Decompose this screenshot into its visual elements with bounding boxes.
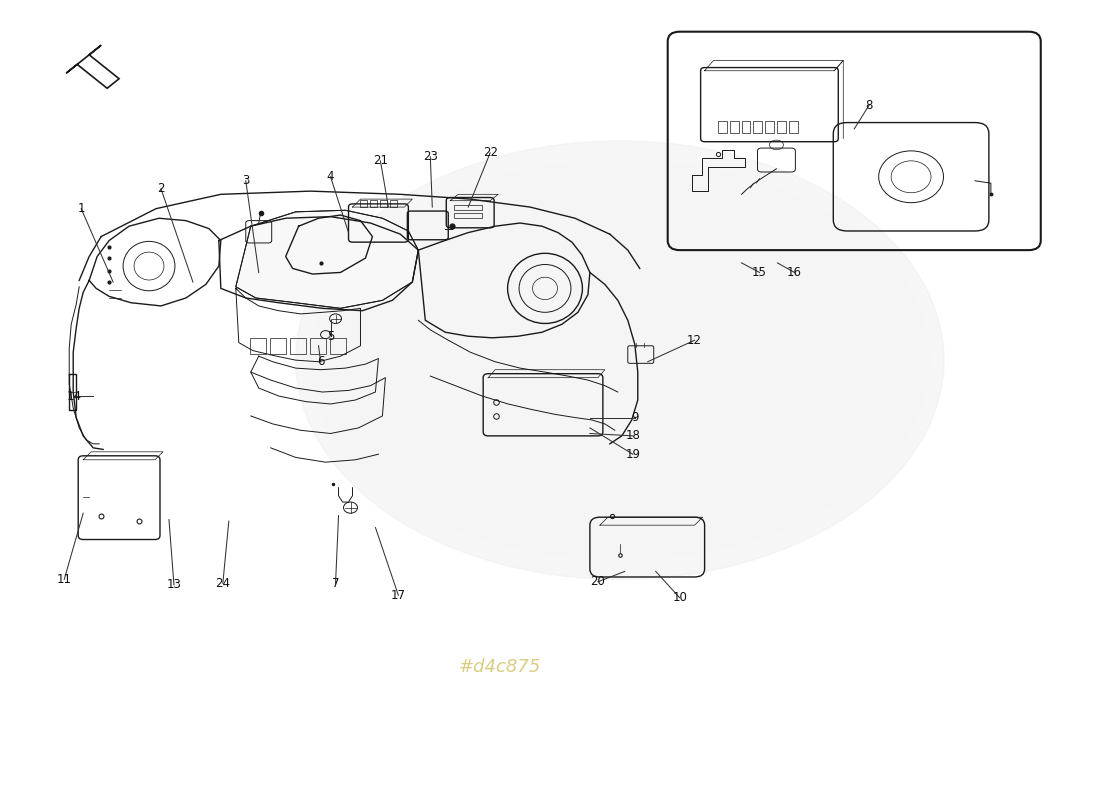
Polygon shape [235,210,418,308]
Bar [454,205,482,210]
Bar [741,121,750,133]
Ellipse shape [296,141,944,579]
Bar [717,121,727,133]
Text: 18: 18 [626,430,640,442]
Bar [270,338,286,354]
Text: 12: 12 [688,334,702,346]
Text: 6: 6 [317,355,324,368]
Text: 23: 23 [422,150,438,163]
Bar [250,338,266,354]
Text: 20: 20 [591,575,605,588]
Text: 1: 1 [77,202,85,215]
Text: 19: 19 [625,448,640,461]
Bar [729,121,738,133]
Text: 24: 24 [216,577,230,590]
Text: 8: 8 [866,98,873,111]
Text: 10: 10 [672,591,688,604]
Bar [289,338,306,354]
Text: 22: 22 [483,146,497,159]
Text: 9: 9 [631,411,638,424]
Text: 7: 7 [332,577,339,590]
Text: 4: 4 [327,170,334,183]
Ellipse shape [310,161,930,559]
Text: 14: 14 [67,390,81,402]
Bar [309,338,326,354]
Bar [754,121,762,133]
Text: 5: 5 [327,330,334,342]
Bar [371,200,377,207]
Bar [361,200,367,207]
Text: 2: 2 [157,182,165,195]
Bar [381,200,387,207]
Text: 21: 21 [373,154,388,167]
Bar [778,121,786,133]
Text: #d4c875: #d4c875 [459,658,541,676]
Text: 3: 3 [242,174,250,187]
Polygon shape [66,46,119,88]
Text: 17: 17 [390,589,406,602]
Text: 13: 13 [166,578,182,591]
Bar [790,121,799,133]
Bar [454,213,482,218]
Text: 11: 11 [57,573,72,586]
Bar [766,121,774,133]
Bar [330,338,345,354]
Text: 15: 15 [752,266,767,279]
Bar [390,200,397,207]
Text: 16: 16 [786,266,802,279]
